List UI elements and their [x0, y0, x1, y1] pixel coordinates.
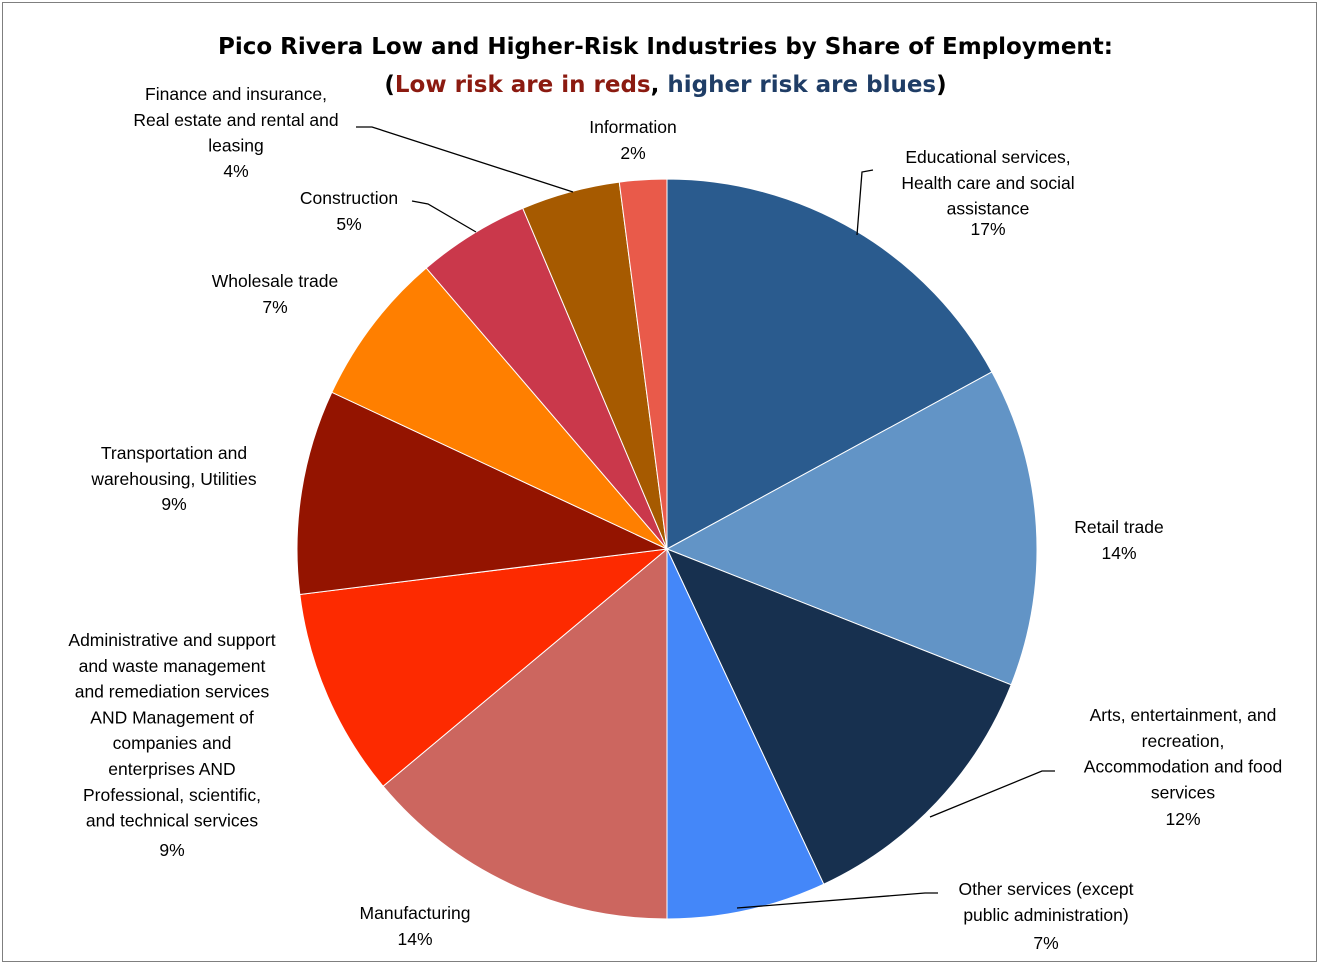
slice-value-transportation-utilities: 9%: [161, 494, 186, 514]
chart-subtitle: (Low risk are in reds, higher risk are b…: [0, 72, 1331, 98]
pie-slice-arts-accommodation: [666, 548, 1012, 885]
pie-slice-other-services: [666, 548, 825, 920]
slice-value-arts-accommodation: 12%: [1165, 809, 1200, 829]
slice-value-manufacturing: 14%: [397, 929, 432, 949]
pie-slice-information: [618, 178, 668, 550]
slice-value-education-health: 17%: [970, 219, 1005, 239]
chart-title: Pico Rivera Low and Higher-Risk Industri…: [218, 34, 1113, 60]
slice-label-transportation-utilities: Transportation and warehousing, Utilities: [90, 443, 257, 489]
slice-value-finance-real-estate: 4%: [223, 161, 248, 181]
pie-slice-transportation-utilities: [296, 391, 669, 596]
slice-value-information: 2%: [620, 143, 645, 163]
subtitle-close-paren: ): [936, 72, 947, 98]
leader-line-other-services: [736, 892, 938, 909]
leader-line-education-health: [856, 169, 874, 236]
slice-label-manufacturing: Manufacturing: [360, 903, 471, 923]
leader-line-arts-accommodation: [929, 770, 1055, 818]
slice-value-wholesale-trade: 7%: [262, 297, 287, 317]
high-risk-text: higher risk are blues: [667, 72, 937, 98]
slice-label-education-health: Educational services, Health care and soc…: [901, 147, 1074, 219]
slice-label-other-services: Other services (except public administrat…: [958, 879, 1133, 925]
pie-slice-retail-trade: [665, 371, 1038, 686]
subtitle-separator: ,: [650, 72, 668, 98]
slice-value-construction: 5%: [336, 214, 361, 234]
slice-label-wholesale-trade: Wholesale trade: [212, 271, 338, 291]
subtitle-open-paren: (: [384, 72, 395, 98]
slice-value-other-services: 7%: [1033, 933, 1058, 953]
slice-label-construction: Construction: [300, 188, 398, 208]
slice-label-information: Information: [589, 117, 677, 137]
leader-line-construction: [411, 200, 477, 233]
slice-label-retail-trade: Retail trade: [1074, 517, 1164, 537]
pie-slice-administrative-professional: [299, 548, 669, 787]
pie-slice-education-health: [666, 178, 993, 550]
low-risk-text: Low risk are in reds: [394, 72, 651, 98]
pie-slice-wholesale-trade: [331, 267, 668, 550]
slice-value-retail-trade: 14%: [1101, 543, 1136, 563]
slice-label-administrative-professional: Administrative and support and waste mana…: [68, 630, 275, 831]
slice-label-finance-real-estate: Finance and insurance, Real estate and re…: [133, 84, 338, 156]
slice-label-arts-accommodation: Arts, entertainment, and recreation, Accom…: [1084, 705, 1282, 802]
slice-value-administrative-professional: 9%: [159, 840, 184, 860]
pie-slice-manufacturing: [382, 547, 668, 920]
leader-line-finance-real-estate: [356, 126, 574, 193]
